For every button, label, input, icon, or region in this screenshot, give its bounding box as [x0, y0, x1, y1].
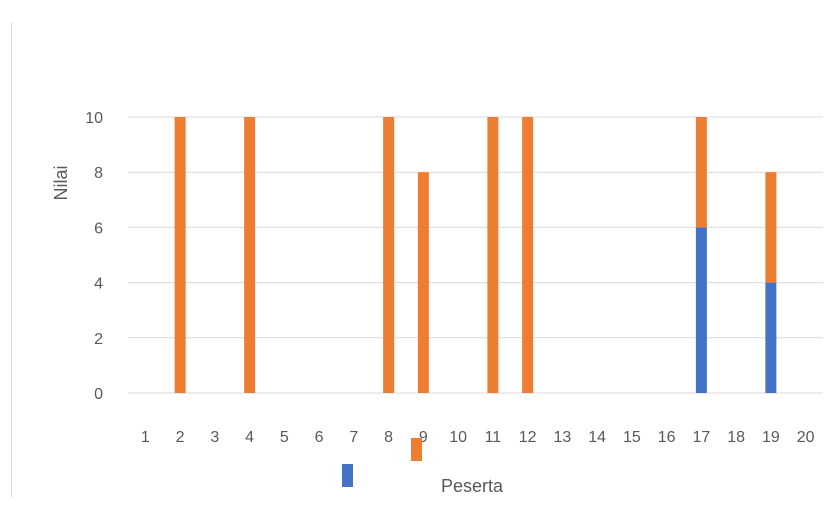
bar-series-2-cat-2	[174, 117, 186, 393]
y-tick-label: 4	[94, 276, 103, 293]
y-tick-label: 6	[94, 220, 103, 237]
chart-frame-border	[11, 22, 12, 497]
x-tick-label: 10	[449, 429, 467, 446]
legend	[342, 438, 422, 487]
y-tick-label: 2	[94, 331, 103, 348]
bar-series-2-cat-17	[695, 117, 707, 228]
x-tick-label: 3	[210, 429, 219, 446]
bar-series-1-cat-19	[765, 282, 777, 393]
bars	[174, 117, 777, 393]
x-tick-label: 17	[692, 429, 710, 446]
bar-series-2-cat-4	[244, 117, 256, 393]
x-axis-title: Peserta	[441, 476, 504, 496]
x-tick-label: 16	[658, 429, 676, 446]
y-axis-title: Nilai	[51, 165, 71, 200]
x-tick-label: 15	[623, 429, 641, 446]
y-tick-label: 0	[94, 386, 103, 403]
x-tick-label: 8	[384, 429, 393, 446]
bar-series-2-cat-8	[383, 117, 395, 393]
x-tick-label: 2	[176, 429, 185, 446]
x-tick-label: 7	[349, 429, 358, 446]
y-axis-tick-labels: 0 2 4 6 8 10	[85, 110, 103, 403]
gridlines	[128, 116, 823, 394]
legend-swatch-series-1	[342, 464, 353, 487]
bar-series-2-cat-12	[522, 117, 534, 393]
legend-swatch-series-2	[411, 438, 422, 461]
x-tick-label: 1	[141, 429, 150, 446]
bar-series-2-cat-9	[417, 172, 429, 393]
bar-series-2-cat-11	[487, 117, 499, 393]
x-tick-label: 19	[762, 429, 780, 446]
x-tick-label: 11	[485, 429, 502, 446]
x-tick-label: 13	[553, 429, 571, 446]
x-tick-label: 12	[519, 429, 537, 446]
bar-series-1-cat-17	[695, 227, 707, 393]
x-tick-label: 20	[797, 429, 815, 446]
bar-series-2-cat-19	[765, 172, 777, 283]
x-tick-label: 9	[419, 429, 428, 446]
x-tick-label: 4	[245, 429, 254, 446]
x-tick-label: 14	[588, 429, 606, 446]
x-axis-tick-labels: 1 2 3 4 5 6 7 8 9 10 11 12 13 14 15 16 17 18 19 20	[141, 429, 815, 446]
x-tick-label: 18	[727, 429, 745, 446]
x-tick-label: 5	[280, 429, 289, 446]
x-tick-label: 6	[315, 429, 324, 446]
y-tick-label: 10	[85, 110, 103, 127]
y-tick-label: 8	[94, 165, 103, 182]
